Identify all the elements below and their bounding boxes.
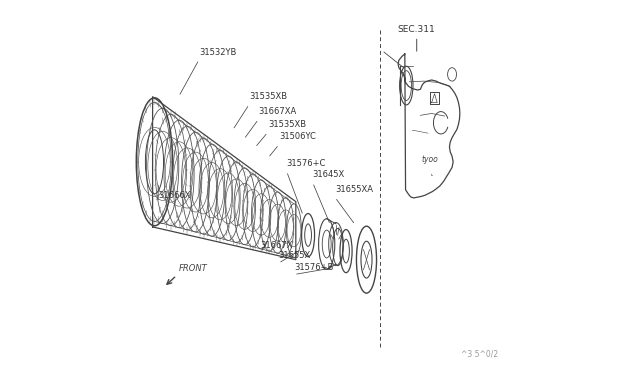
Text: 31655X: 31655X <box>278 251 310 260</box>
Text: 31576+B: 31576+B <box>294 263 333 272</box>
Text: 31667X: 31667X <box>260 241 293 250</box>
Text: ^3 5^0/2: ^3 5^0/2 <box>461 350 499 359</box>
Text: 31576+C: 31576+C <box>287 159 326 168</box>
Text: 31506YC: 31506YC <box>279 132 316 141</box>
Text: 31667XA: 31667XA <box>259 107 297 116</box>
Text: SEC.311: SEC.311 <box>398 25 436 34</box>
Text: tyoo: tyoo <box>422 155 438 164</box>
Text: 31535XB: 31535XB <box>268 120 306 129</box>
Text: 31532YB: 31532YB <box>199 48 236 57</box>
Text: 31666X: 31666X <box>158 191 191 200</box>
Text: 31655XA: 31655XA <box>335 185 373 194</box>
Text: 31535XB: 31535XB <box>250 92 287 101</box>
Text: FRONT: FRONT <box>179 264 207 273</box>
Text: 31645X: 31645X <box>312 170 345 179</box>
